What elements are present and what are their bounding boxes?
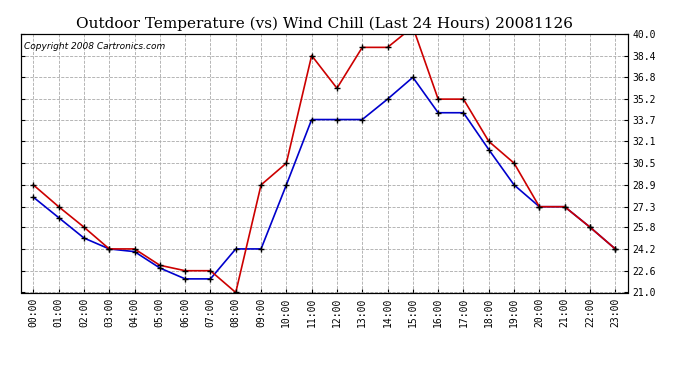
Text: Copyright 2008 Cartronics.com: Copyright 2008 Cartronics.com bbox=[23, 42, 165, 51]
Title: Outdoor Temperature (vs) Wind Chill (Last 24 Hours) 20081126: Outdoor Temperature (vs) Wind Chill (Las… bbox=[76, 17, 573, 31]
